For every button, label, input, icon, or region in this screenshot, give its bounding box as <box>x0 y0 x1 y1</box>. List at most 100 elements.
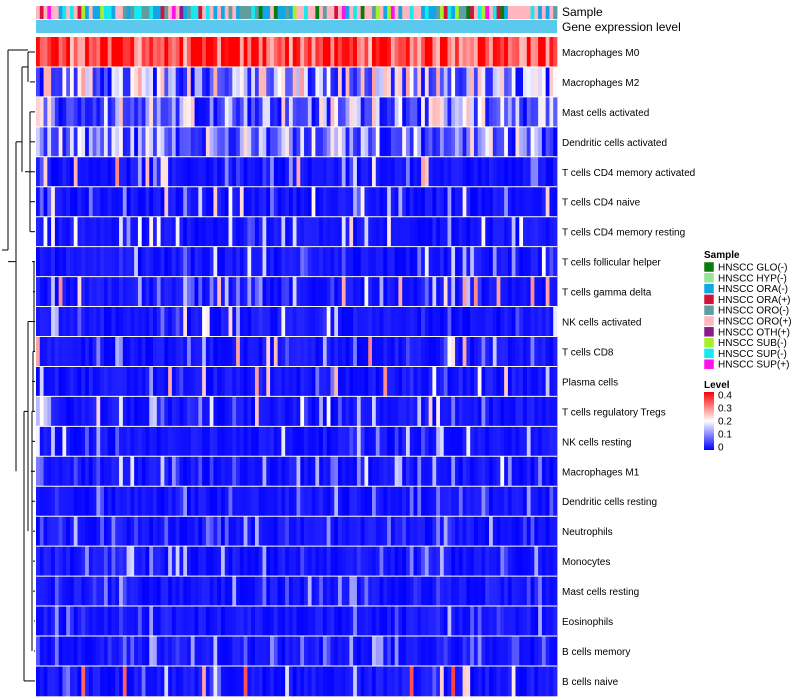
heatmap-cell <box>54 66 60 98</box>
heatmap-cell <box>455 156 460 188</box>
heatmap-cell <box>417 156 422 188</box>
heatmap-cell <box>364 37 369 68</box>
heatmap-cell <box>319 366 324 397</box>
heatmap-cell <box>232 246 237 277</box>
heatmap-cell <box>311 246 316 277</box>
heatmap-cell <box>553 156 558 188</box>
heatmap-cell <box>190 546 195 577</box>
heatmap-cell <box>183 186 188 218</box>
heatmap-cell <box>39 636 44 667</box>
heatmap-cell <box>338 396 343 427</box>
heatmap-cell <box>402 665 407 697</box>
heatmap-cell <box>273 516 279 547</box>
heatmap-cell <box>428 246 433 277</box>
heatmap-cell <box>224 336 229 367</box>
heatmap-cell <box>288 186 294 218</box>
sample-legend-swatch <box>703 348 715 359</box>
heatmap-cell <box>511 66 516 98</box>
heatmap-cell <box>62 426 67 457</box>
heatmap-cell <box>504 336 509 367</box>
heatmap-cell <box>473 426 479 457</box>
heatmap-cell <box>273 665 279 697</box>
heatmap-cell <box>311 276 316 307</box>
sample-annotation-cell <box>111 6 116 19</box>
heatmap-cell <box>489 66 494 98</box>
heatmap-cell <box>523 665 528 697</box>
heatmap-cell <box>228 96 233 128</box>
heatmap-cell <box>409 306 414 337</box>
heatmap-cell <box>92 126 97 158</box>
heatmap-cell <box>130 246 135 277</box>
heatmap-cell <box>51 37 56 68</box>
heatmap-cell <box>96 276 101 307</box>
heatmap-cell <box>85 186 90 218</box>
heatmap-cell <box>345 546 350 577</box>
heatmap-cell <box>341 246 346 277</box>
heatmap-cell <box>149 486 154 517</box>
heatmap-cell <box>171 216 177 248</box>
sample-annotation-cell <box>300 6 305 19</box>
heatmap-cell <box>168 216 173 248</box>
heatmap-cell <box>190 276 195 307</box>
heatmap-cell <box>364 276 369 307</box>
heatmap-cell <box>315 665 320 697</box>
heatmap-cell <box>319 606 324 637</box>
heatmap-cell <box>183 66 188 98</box>
heatmap-cell <box>338 216 343 248</box>
heatmap-cell <box>130 576 135 607</box>
heatmap-cell <box>364 606 369 637</box>
heatmap-cell <box>175 546 180 577</box>
heatmap-cell <box>315 96 320 128</box>
heatmap-cell <box>496 306 501 337</box>
heatmap-cell <box>311 216 316 248</box>
heatmap-cell <box>541 96 547 128</box>
heatmap-cell <box>375 156 380 188</box>
heatmap-cell <box>179 426 184 457</box>
heatmap-cell <box>338 426 343 457</box>
heatmap-cell <box>341 665 346 697</box>
heatmap-cell <box>458 216 464 248</box>
heatmap-cell <box>511 306 516 337</box>
heatmap-cell <box>462 37 467 68</box>
heatmap-cell <box>424 96 430 128</box>
heatmap-cell <box>266 66 271 98</box>
heatmap-cell <box>130 636 135 667</box>
heatmap-cell <box>304 66 309 98</box>
heatmap-cell <box>239 276 245 307</box>
heatmap-cell <box>251 276 256 307</box>
heatmap-cell <box>477 216 482 248</box>
heatmap-cell <box>500 216 505 248</box>
heatmap-cell <box>489 246 494 277</box>
heatmap-cell <box>81 156 86 188</box>
heatmap-cell <box>111 66 116 98</box>
heatmap-cell <box>530 276 535 307</box>
heatmap-cell <box>394 576 399 607</box>
heatmap-cell <box>424 636 430 667</box>
heatmap-cell <box>66 486 71 517</box>
heatmap-cell <box>281 576 286 607</box>
heatmap-cell <box>462 366 467 397</box>
heatmap-cell <box>58 665 63 697</box>
heatmap-cell <box>402 636 407 667</box>
heatmap-cell <box>62 276 67 307</box>
heatmap-cell <box>417 665 422 697</box>
heatmap-cell <box>375 576 380 607</box>
heatmap-cell <box>141 576 146 607</box>
heatmap-cell <box>515 96 520 128</box>
heatmap-cell <box>96 126 101 158</box>
heatmap-cell <box>205 186 211 218</box>
heatmap-cell <box>523 276 528 307</box>
heatmap-cell <box>436 606 441 637</box>
heatmap-cell <box>137 665 143 697</box>
sample-annotation-cell <box>66 6 71 19</box>
heatmap-cell <box>353 37 358 68</box>
heatmap-cell <box>300 546 305 577</box>
heatmap-cell <box>553 665 558 697</box>
heatmap-cell <box>492 66 497 98</box>
heatmap-cell <box>137 366 143 397</box>
heatmap-cell <box>383 546 388 577</box>
heatmap-cell <box>36 456 41 487</box>
heatmap-cell <box>360 366 365 397</box>
heatmap-cell <box>164 546 169 577</box>
heatmap-cell <box>62 576 67 607</box>
